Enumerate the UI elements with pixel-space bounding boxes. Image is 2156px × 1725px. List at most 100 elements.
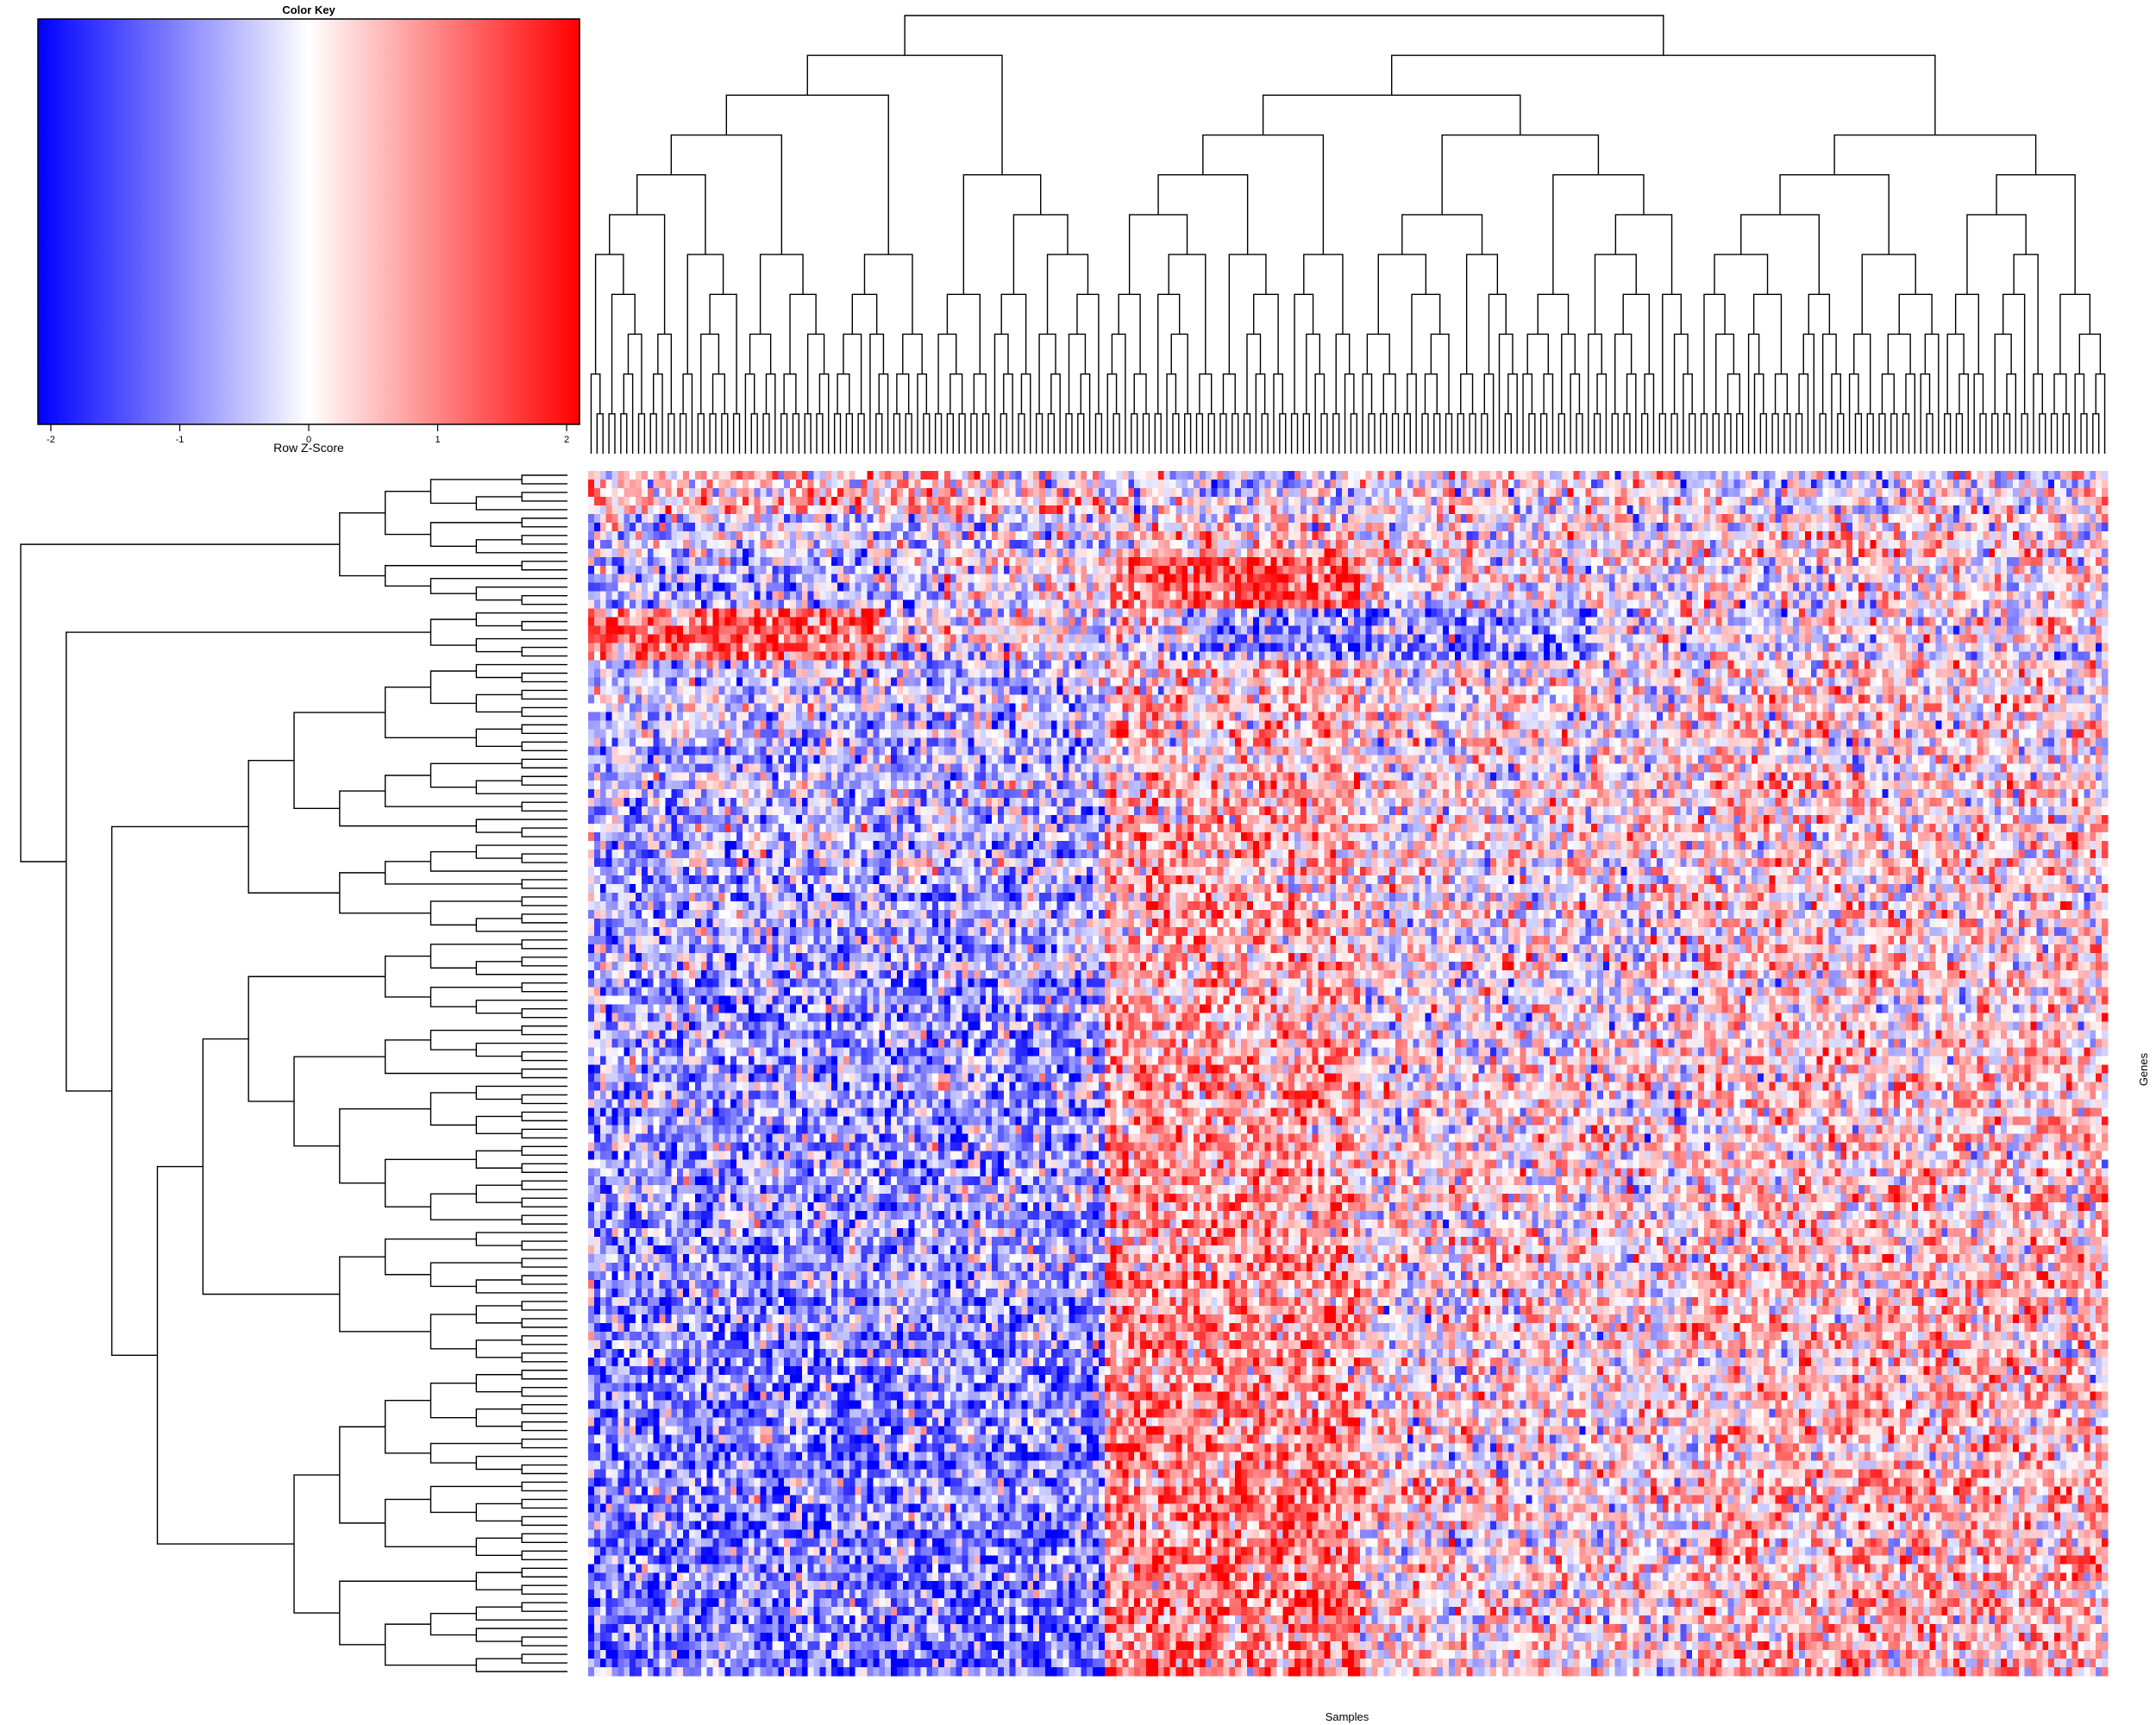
heatmap-cell	[879, 574, 886, 584]
heatmap-cell	[1300, 479, 1307, 489]
heatmap-cell	[1608, 591, 1616, 601]
heatmap-cell	[873, 548, 880, 558]
heatmap-cell	[2102, 539, 2109, 549]
heatmap-cell	[736, 617, 743, 627]
heatmap-cell	[1645, 599, 1651, 610]
heatmap-cell	[1834, 574, 1841, 584]
heatmap-cell	[1501, 582, 1509, 593]
heatmap-cell	[653, 582, 661, 593]
heatmap-cell	[1425, 617, 1432, 627]
heatmap-cell	[1858, 582, 1865, 593]
heatmap-cell	[1353, 487, 1361, 498]
heatmap-cell	[1757, 539, 1764, 549]
heatmap-cell	[1745, 530, 1752, 541]
heatmap-cell	[1033, 513, 1040, 524]
heatmap-cell	[1258, 574, 1266, 584]
heatmap-cell	[1454, 487, 1462, 498]
heatmap-cell	[1383, 608, 1390, 618]
heatmap-cell	[1003, 556, 1011, 567]
row-dendrogram-branch	[521, 1438, 567, 1449]
heatmap-cell	[938, 582, 945, 593]
heatmap-cell	[1264, 539, 1272, 549]
heatmap-cell	[1134, 565, 1141, 575]
heatmap-cell	[2042, 522, 2049, 532]
heatmap-cell	[1620, 608, 1628, 618]
heatmap-cell	[2071, 479, 2079, 489]
heatmap-cell	[1134, 505, 1141, 515]
heatmap-cell	[790, 522, 797, 532]
heatmap-cell	[1188, 548, 1194, 558]
heatmap-cell	[1389, 548, 1396, 558]
heatmap-cell	[1282, 513, 1289, 524]
heatmap-cell	[1199, 522, 1206, 532]
heatmap-cell	[2012, 513, 2020, 524]
heatmap-cell	[1645, 556, 1651, 567]
heatmap-cell	[1775, 530, 1783, 541]
heatmap-cell	[706, 479, 714, 489]
row-dendrogram-branch	[475, 1502, 523, 1522]
heatmap-cell	[1288, 505, 1295, 515]
heatmap-cell	[974, 471, 981, 480]
heatmap-cell	[1312, 522, 1319, 532]
heatmap-cell	[1959, 582, 1966, 593]
heatmap-cell	[1763, 574, 1771, 584]
heatmap-cell	[1544, 513, 1551, 524]
heatmap-cell	[1923, 574, 1931, 584]
heatmap-cell	[754, 487, 761, 498]
heatmap-cell	[1602, 617, 1610, 627]
heatmap-cell	[1175, 548, 1182, 558]
heatmap-cell	[1194, 574, 1200, 584]
heatmap-cell	[1507, 556, 1515, 567]
heatmap-cell	[1181, 556, 1188, 567]
heatmap-cell	[968, 608, 975, 618]
heatmap-cell	[1425, 522, 1432, 532]
heatmap-cell	[1282, 471, 1289, 480]
column-dendrogram-branch	[1279, 413, 1287, 454]
heatmap-cell	[641, 479, 649, 489]
heatmap-cell	[1923, 599, 1931, 610]
heatmap-cell	[1460, 574, 1468, 584]
heatmap-cell	[1490, 556, 1497, 567]
column-dendrogram-branch	[950, 373, 963, 414]
heatmap-cell	[837, 530, 844, 541]
row-dendrogram-branch	[521, 801, 567, 812]
heatmap-cell	[2084, 522, 2090, 532]
column-dendrogram-branch	[804, 413, 812, 454]
heatmap-cell	[1027, 591, 1034, 601]
heatmap-cell	[1597, 574, 1604, 584]
heatmap-cell	[1211, 513, 1219, 524]
heatmap-cell	[2090, 513, 2096, 524]
heatmap-cell	[1745, 608, 1752, 618]
heatmap-cell	[1959, 513, 1966, 524]
heatmap-cell	[2018, 556, 2026, 567]
heatmap-cell	[671, 617, 678, 627]
heatmap-cell	[1128, 479, 1135, 489]
heatmap-cell	[1330, 608, 1337, 618]
heatmap-cell	[1377, 591, 1384, 601]
heatmap-cell	[1246, 471, 1254, 480]
heatmap-cell	[1935, 548, 1942, 558]
heatmap-cell	[885, 582, 892, 593]
heatmap-cell	[2036, 565, 2043, 575]
heatmap-cell	[1651, 505, 1658, 515]
heatmap-cell	[932, 565, 939, 575]
heatmap-cell	[2042, 479, 2049, 489]
heatmap-cell	[1087, 513, 1094, 524]
heatmap-cell	[736, 487, 743, 498]
heatmap-cell	[1959, 471, 1966, 480]
heatmap-cell	[1098, 505, 1106, 515]
heatmap-cell	[1116, 591, 1124, 601]
heatmap-cell	[1134, 530, 1141, 541]
heatmap-cell	[1199, 556, 1206, 567]
heatmap-cell	[1466, 479, 1474, 489]
heatmap-cell	[1330, 599, 1337, 610]
heatmap-cell	[1995, 471, 2002, 480]
heatmap-cell	[1128, 471, 1135, 480]
heatmap-cell	[1894, 513, 1901, 524]
heatmap-cell	[962, 617, 969, 627]
heatmap-cell	[1668, 530, 1676, 541]
heatmap-cell	[1300, 530, 1307, 541]
heatmap-cell	[1633, 599, 1639, 610]
heatmap-cell	[1959, 574, 1966, 584]
heatmap-cell	[1128, 487, 1135, 498]
